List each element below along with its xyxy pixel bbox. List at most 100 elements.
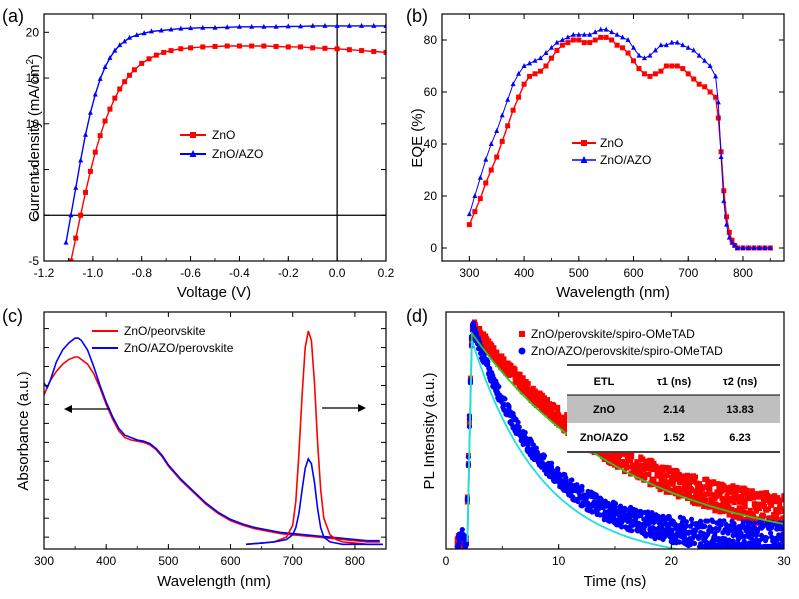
panel-d-series-zno-point [670, 481, 676, 487]
panel-d-series-zno-point [650, 466, 656, 472]
panel-d-series-zno-point [541, 395, 547, 401]
panel-d-series-azo-point [593, 492, 599, 498]
panel-d-series-zno-point [741, 509, 747, 515]
panel-d-series-zno-point [739, 493, 745, 499]
panel-d-table-cell: 13.83 [726, 404, 754, 416]
panel-b-series-azo-point [565, 34, 571, 40]
panel-a-series-zno-point [117, 86, 123, 92]
panel-a-series-zno-point [212, 43, 218, 49]
panel-a-series-azo-point [117, 42, 123, 48]
panel-b-ytick-label: 60 [424, 85, 438, 99]
panel-b-frame [441, 13, 785, 262]
panel-d-series-azo-point [470, 320, 477, 326]
panel-d-series-zno-point [699, 493, 705, 499]
panel-d-series-azo-point [740, 519, 746, 525]
panel-b-series-azo-point [674, 39, 680, 45]
panel-b-series-zno-point [554, 47, 560, 53]
panel-a-legend-azo: ZnO/AZO [212, 147, 263, 161]
panel-b-series-azo-point [724, 221, 730, 227]
panel-d-series-zno-point [597, 450, 603, 456]
panel-b-series-azo-point [516, 70, 522, 76]
panel-b-series-azo-point [625, 37, 631, 42]
panel-d-series-azo-point [522, 429, 528, 436]
panel-b-series-azo-point [726, 234, 732, 240]
panel-d-series-zno-point [737, 488, 743, 494]
panel-d-series-azo-point [555, 467, 561, 473]
panel-d-series-zno-point [694, 480, 700, 486]
panel-b-series-zno-point [658, 68, 664, 74]
panel-a-series-azo-point [188, 25, 194, 31]
panel-c-series-abs-azo-line [44, 337, 380, 542]
panel-d-series-zno-point [685, 475, 691, 481]
panel-a-ytick-label: 20 [26, 25, 40, 39]
panel-d-axes: 0 10 20 30 [443, 312, 791, 568]
panel-d-series-zno-point [559, 422, 565, 428]
panel-d-series-azo-point [683, 519, 690, 525]
panel-c-legend: ZnO/peorvskite ZnO/AZO/perovskite [92, 324, 234, 355]
panel-b-series-zno-point [598, 34, 604, 40]
panel-d-series-zno-point [607, 454, 613, 460]
panel-b-series-azo-point [685, 44, 691, 50]
panel-d-table-cell: 2.14 [663, 404, 685, 416]
panel-d-series-zno-point [681, 485, 687, 491]
panel-b-xtick-label: 700 [678, 266, 698, 280]
panel-d-table-cell: 1.52 [663, 432, 684, 444]
panel-d-series-zno-point [486, 338, 492, 344]
panel-d-series-zno-point [494, 349, 500, 355]
panel-b-xlabel: Wavelength (nm) [556, 284, 670, 301]
panel-a-ylabel-sup: 2 [25, 59, 36, 65]
panel-b-series-azo-point [751, 245, 757, 250]
panel-a-series-azo-point [87, 109, 93, 115]
panel-b-series-zno-point [527, 73, 533, 79]
panel-a-series-zno-point [92, 149, 98, 155]
panel-d-series-zno-point [724, 493, 730, 499]
panel-b-series-zno-point [641, 71, 647, 77]
panel-d-series-zno-point [664, 472, 670, 478]
panel-d-series-zno-point [659, 474, 665, 480]
panel-b-series-zno-point [472, 209, 478, 215]
panel-a-series-zno-point [127, 72, 132, 78]
panel-d-series-zno-point [628, 458, 634, 464]
panel-b-label: (b) [406, 6, 428, 26]
panel-a-series-azo-point [73, 184, 79, 190]
panel-b-series-zno-point [609, 37, 615, 43]
panel-a-series-azo-point [168, 26, 174, 32]
panel-a-series-zno-point [249, 43, 255, 49]
panel-b-series-zno-point [652, 71, 658, 77]
panel-a-series-azo-point [92, 91, 98, 97]
panel-c-series-pl-zno-line [246, 330, 383, 546]
panel-d-table-cell: ZnO/AZO [580, 432, 629, 444]
panel-a-label: (a) [2, 6, 24, 26]
panel-d-series-azo-point [760, 522, 767, 529]
panel-b-series-azo-point [696, 52, 702, 58]
panel-b-series-zno-point [707, 89, 713, 95]
panel-d-series-azo-point [515, 419, 521, 425]
panel-d-series-zno-point [654, 472, 660, 478]
panel-b-series-azo-point [762, 245, 768, 250]
panel-a-series-zno-point [78, 212, 84, 218]
panel-c-xtick-label: 600 [221, 554, 241, 568]
panel-d-series-zno-point [708, 491, 714, 497]
panel-d-series-azo-point [496, 384, 502, 390]
panel-b-series-azo-point [658, 42, 664, 48]
panel-a-series-azo-point [148, 28, 154, 34]
panel-d-series-azo-point [516, 424, 522, 430]
panel-d-series-zno-point [520, 375, 526, 381]
panel-d-series-zno-point [738, 510, 744, 516]
panel-a-series-zno-point [346, 47, 352, 53]
panel-d-series-zno-point [747, 507, 753, 513]
panel-d-series-zno-point [555, 404, 561, 410]
panel-b-series-zno-point [721, 188, 727, 194]
panel-d-series-zno-point [742, 499, 748, 505]
panel-a-series-azo-point [249, 23, 255, 29]
panel-a-series-zno-point [298, 44, 303, 50]
panel-d-series-zno-point [626, 464, 632, 470]
panel-d-series-zno-point [714, 503, 720, 509]
panel-b-series-azo-point [729, 239, 735, 245]
panel-d-series-zno-point [633, 463, 639, 469]
panel-a-series-azo-point [134, 32, 140, 38]
panel-d-series-azo-point [649, 510, 655, 516]
panel-d-series-zno-point [525, 381, 531, 387]
panel-d-series-zno-point [777, 501, 783, 507]
panel-a-series-azo-point [127, 34, 132, 40]
